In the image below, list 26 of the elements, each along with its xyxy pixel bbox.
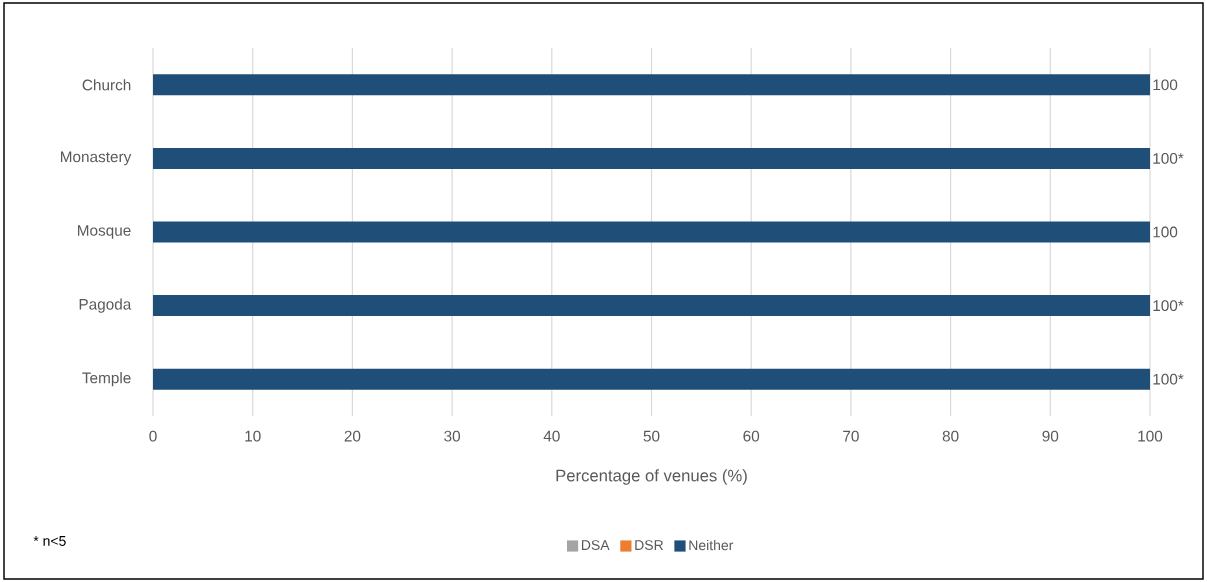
text: * n<5 xyxy=(33,536,66,546)
data-label: 100* xyxy=(1153,152,1184,164)
data-label: 100* xyxy=(1153,373,1184,385)
x-tick-label: 20 xyxy=(344,430,361,442)
y-tick-label: Monastery xyxy=(60,151,132,166)
x-tick-label: 100 xyxy=(1138,430,1163,442)
legend-label: Neither xyxy=(689,539,734,551)
legend-label: DSR xyxy=(635,540,664,551)
x-tick-label: 10 xyxy=(245,430,261,442)
x-tick-label: 60 xyxy=(743,430,760,442)
data-label: 100 xyxy=(1153,226,1178,238)
x-tick-label: 0 xyxy=(149,430,157,442)
x-tick-label: 40 xyxy=(543,430,560,442)
x-tick-label: 90 xyxy=(1042,430,1059,442)
y-tick-label: Mosque xyxy=(78,225,131,239)
x-tick-label: 30 xyxy=(444,430,461,442)
data-label: 100 xyxy=(1153,79,1178,91)
x-axis-title: Percentage of venues (%) xyxy=(556,469,747,485)
data-label: 100* xyxy=(1153,300,1184,312)
y-tick-label: Pagoda xyxy=(79,298,132,313)
y-tick-label: Temple xyxy=(82,372,131,387)
x-tick-label: 80 xyxy=(942,430,959,442)
y-tick-label: Church xyxy=(82,79,131,91)
x-tick-label: 50 xyxy=(643,430,660,442)
x-tick-label: 70 xyxy=(843,430,859,442)
legend-label: DSA xyxy=(581,540,610,551)
